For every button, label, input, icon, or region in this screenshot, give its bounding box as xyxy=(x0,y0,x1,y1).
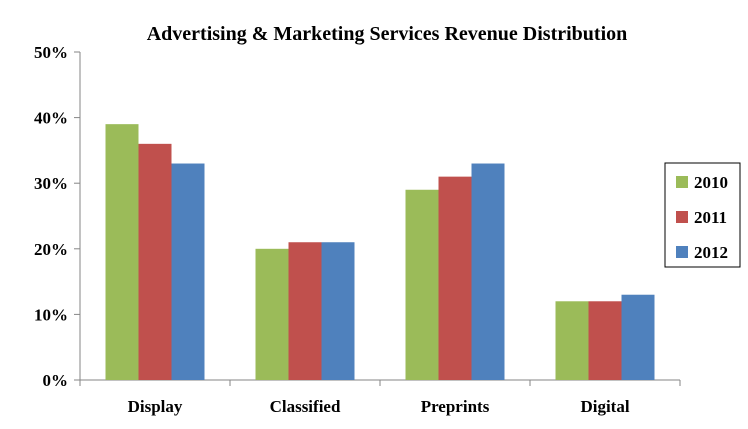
chart-title: Advertising & Marketing Services Revenue… xyxy=(147,23,628,45)
bar-2012-digital xyxy=(621,294,655,380)
y-tick-label: 40% xyxy=(34,109,68,128)
bar-2010-preprints xyxy=(405,189,439,380)
y-tick-label: 30% xyxy=(34,174,68,193)
bar-2011-preprints xyxy=(438,176,472,380)
bar-2010-digital xyxy=(555,301,589,380)
bar-2011-classified xyxy=(288,242,322,380)
legend: 2010 2011 2012 xyxy=(664,162,741,268)
x-tick-label: Display xyxy=(128,397,183,416)
y-tick-label: 0% xyxy=(43,371,69,390)
y-tick-label: 50% xyxy=(34,43,68,62)
x-tick-label: Classified xyxy=(270,397,341,416)
axes: 0% 10% 20% 30% 40% 50% Display Classified Prepri… xyxy=(34,43,681,416)
bar-2012-preprints xyxy=(471,163,505,380)
bars xyxy=(105,124,655,380)
legend-label-2010: 2010 xyxy=(694,173,728,192)
x-tick-label: Preprints xyxy=(421,397,490,416)
legend-swatch-2010 xyxy=(676,176,688,188)
x-tick-label: Digital xyxy=(580,397,629,416)
bar-2010-classified xyxy=(255,248,289,380)
legend-swatch-2011 xyxy=(676,211,688,223)
y-tick-label: 20% xyxy=(34,240,68,259)
legend-label-2011: 2011 xyxy=(694,208,727,227)
bar-2011-display xyxy=(138,143,172,380)
bar-2012-display xyxy=(171,163,205,380)
legend-label-2012: 2012 xyxy=(694,243,728,262)
bar-2011-digital xyxy=(588,301,622,380)
legend-swatch-2012 xyxy=(676,246,688,258)
bar-2012-classified xyxy=(321,242,355,380)
y-tick-label: 10% xyxy=(34,305,68,324)
bar-2010-display xyxy=(105,124,139,380)
